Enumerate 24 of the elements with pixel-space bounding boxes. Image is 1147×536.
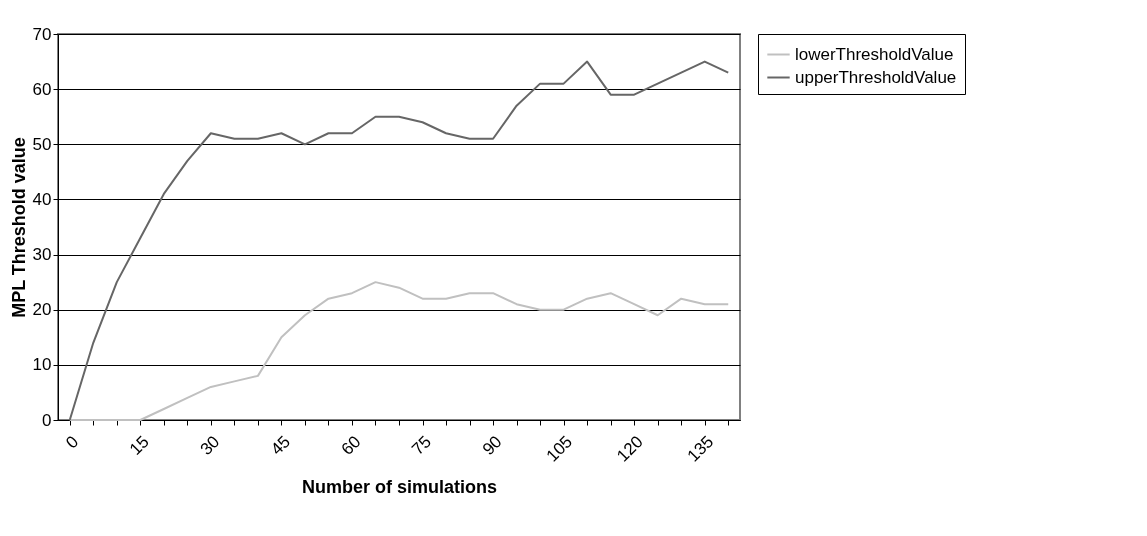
x-tick-label: 15 bbox=[126, 432, 153, 459]
y-tick-label: 70 bbox=[32, 24, 52, 44]
x-tick-label: 0 bbox=[62, 432, 83, 453]
legend-label: lowerThresholdValue bbox=[795, 44, 954, 64]
legend-label: upperThresholdValue bbox=[795, 67, 957, 87]
y-tick-label: 0 bbox=[42, 410, 52, 430]
x-axis-title: Number of simulations bbox=[301, 476, 498, 497]
y-axis-title: MPL Threshold value bbox=[8, 137, 29, 318]
y-tick-label: 40 bbox=[32, 189, 52, 209]
x-tick-label: 135 bbox=[683, 432, 718, 466]
y-tick-label: 20 bbox=[32, 300, 52, 320]
y-tick-label: 50 bbox=[32, 134, 52, 154]
y-tick-label: 10 bbox=[32, 355, 52, 375]
x-tick-label: 45 bbox=[267, 432, 294, 459]
y-tick-label: 60 bbox=[32, 79, 52, 99]
line-series bbox=[68, 281, 730, 421]
line-series bbox=[68, 60, 730, 421]
x-tick-label: 30 bbox=[196, 432, 224, 459]
x-tick-label: 75 bbox=[408, 432, 436, 459]
x-tick-label: 90 bbox=[478, 432, 506, 459]
y-tick-label: 30 bbox=[32, 245, 52, 265]
x-tick-label: 60 bbox=[337, 432, 365, 459]
x-tick-label: 105 bbox=[542, 432, 577, 466]
x-tick-label: 120 bbox=[613, 432, 647, 466]
